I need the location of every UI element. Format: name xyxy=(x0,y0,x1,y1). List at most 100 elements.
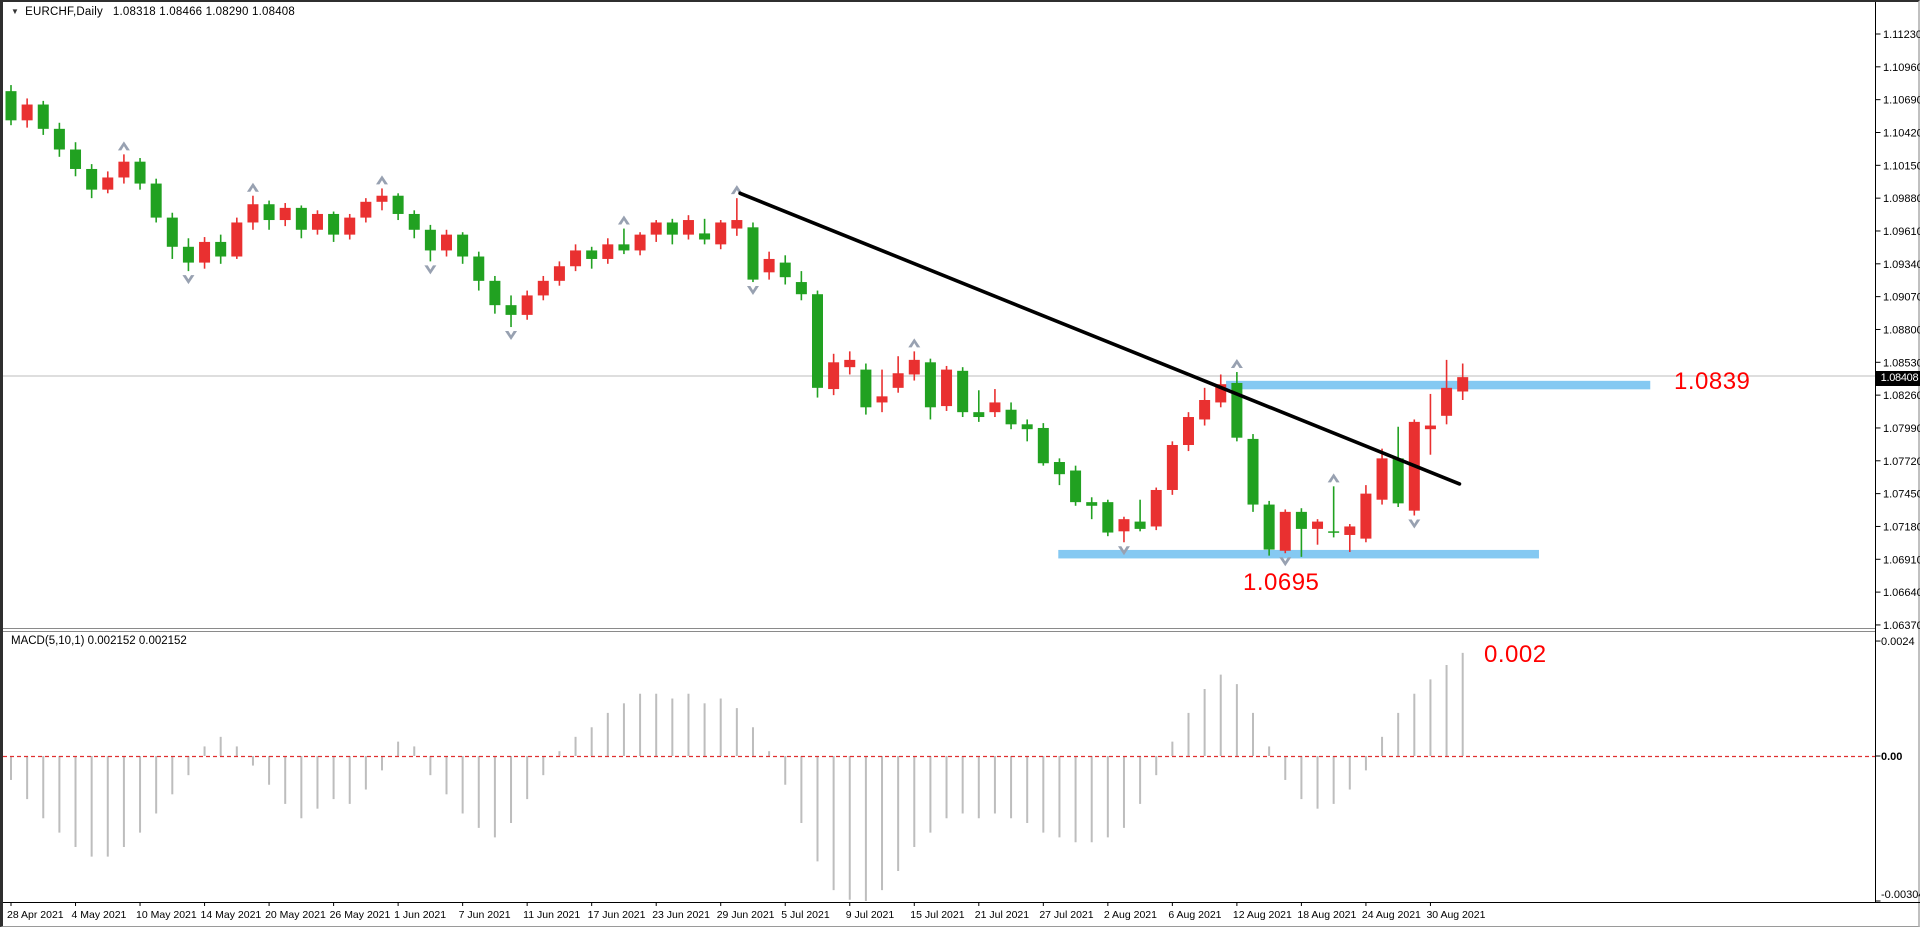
candle xyxy=(231,218,242,259)
candle xyxy=(360,198,371,222)
candle xyxy=(54,123,65,157)
candle xyxy=(764,252,775,280)
candle xyxy=(1344,524,1355,552)
candle xyxy=(264,201,275,230)
candle xyxy=(118,154,129,183)
candle xyxy=(1441,360,1452,424)
price-axis-label: 1.11230 xyxy=(1883,29,1920,41)
candle xyxy=(312,210,323,234)
candle xyxy=(409,210,420,238)
fractal-up-icon xyxy=(247,183,259,192)
candle xyxy=(796,271,807,300)
date-axis-label: 11 Jun 2021 xyxy=(523,909,580,921)
candle xyxy=(618,229,629,255)
date-axis-label: 2 Aug 2021 xyxy=(1104,909,1157,921)
price-axis-label: 1.09340 xyxy=(1883,259,1920,271)
price-axis-label: 1.06910 xyxy=(1883,554,1920,566)
date-axis-label: 24 Aug 2021 xyxy=(1362,909,1421,921)
candle xyxy=(102,171,113,193)
pane-separator[interactable] xyxy=(3,629,1875,632)
candle xyxy=(506,295,517,327)
candle xyxy=(296,205,307,238)
candle xyxy=(393,193,404,220)
date-axis-label: 4 May 2021 xyxy=(72,909,127,921)
candle xyxy=(941,366,952,411)
candle xyxy=(812,291,823,398)
support-price-annotation[interactable]: 1.0695 xyxy=(1243,569,1319,597)
candle xyxy=(247,196,258,230)
descending-trendline[interactable] xyxy=(740,193,1459,484)
price-axis[interactable]: 1.112301.109601.106901.104201.101501.098… xyxy=(1876,29,1920,632)
date-axis-label: 6 Aug 2021 xyxy=(1168,909,1221,921)
candle xyxy=(989,389,1000,417)
candle xyxy=(1054,458,1065,485)
candle xyxy=(489,276,500,314)
candle xyxy=(554,261,565,285)
candle xyxy=(602,238,613,264)
date-axis-label: 20 May 2021 xyxy=(265,909,326,921)
price-axis-label: 1.07450 xyxy=(1883,489,1920,501)
date-axis-label: 26 May 2021 xyxy=(330,909,391,921)
date-axis-label: 5 Jul 2021 xyxy=(781,909,830,921)
candle xyxy=(473,252,484,291)
macd-axis-label: 0.0024 xyxy=(1881,636,1915,648)
candle xyxy=(683,215,694,239)
price-axis-label: 1.09610 xyxy=(1883,226,1920,238)
price-axis-label: 1.08530 xyxy=(1883,357,1920,369)
price-axis-label: 1.07180 xyxy=(1883,521,1920,533)
candle xyxy=(828,354,839,395)
fractal-up-icon xyxy=(376,175,388,184)
date-axis-label: 21 Jul 2021 xyxy=(975,909,1029,921)
price-axis-label: 1.09880 xyxy=(1883,193,1920,205)
symbol-dropdown-icon[interactable]: ▼ xyxy=(11,7,19,16)
price-axis-label: 1.10420 xyxy=(1883,127,1920,139)
macd-histogram-layer xyxy=(11,653,1463,901)
date-axis-label: 18 Aug 2021 xyxy=(1297,909,1356,921)
fractal-up-icon xyxy=(908,338,920,347)
resistance-line[interactable] xyxy=(1226,381,1650,390)
candle xyxy=(22,98,33,127)
candle xyxy=(1457,364,1468,400)
candle xyxy=(328,212,339,242)
candle xyxy=(860,364,871,415)
macd-value-annotation[interactable]: 0.002 xyxy=(1484,641,1547,669)
date-axis-label: 23 Jun 2021 xyxy=(652,909,710,921)
candle xyxy=(844,351,855,374)
fractal-down-icon xyxy=(505,331,517,340)
candle xyxy=(38,101,49,135)
price-axis-label: 1.09070 xyxy=(1883,292,1920,304)
candle xyxy=(651,220,662,242)
candle xyxy=(183,238,194,271)
candles-layer xyxy=(6,85,1469,557)
candle xyxy=(441,230,452,257)
date-axis-label: 27 Jul 2021 xyxy=(1039,909,1093,921)
fractal-up-icon xyxy=(1231,359,1243,368)
price-axis-label: 1.07720 xyxy=(1883,456,1920,468)
current-price-tag: 1.08408 xyxy=(1876,371,1920,386)
candle xyxy=(715,220,726,249)
candle xyxy=(635,232,646,255)
resistance-price-annotation[interactable]: 1.0839 xyxy=(1674,368,1750,396)
price-axis-label: 1.10150 xyxy=(1883,160,1920,172)
candle xyxy=(586,247,597,269)
candle xyxy=(747,222,758,282)
candle xyxy=(1022,419,1033,441)
candle xyxy=(1038,423,1049,466)
candle xyxy=(957,367,968,417)
candle xyxy=(1280,509,1291,553)
chart-canvas[interactable]: 1.112301.109601.106901.104201.101501.098… xyxy=(3,2,1920,929)
date-axis-label: 1 Jun 2021 xyxy=(394,909,446,921)
candle xyxy=(667,219,678,245)
price-axis-label: 1.06640 xyxy=(1883,587,1920,599)
macd-indicator-label: MACD(5,10,1) 0.002152 0.002152 xyxy=(11,635,187,647)
chart-borders xyxy=(3,2,1920,903)
support-line[interactable] xyxy=(1058,550,1539,559)
fractal-up-icon xyxy=(1328,473,1340,482)
candle xyxy=(344,214,355,240)
candle xyxy=(1248,434,1259,512)
candle xyxy=(1006,402,1017,429)
price-axis-label: 1.08800 xyxy=(1883,324,1920,336)
